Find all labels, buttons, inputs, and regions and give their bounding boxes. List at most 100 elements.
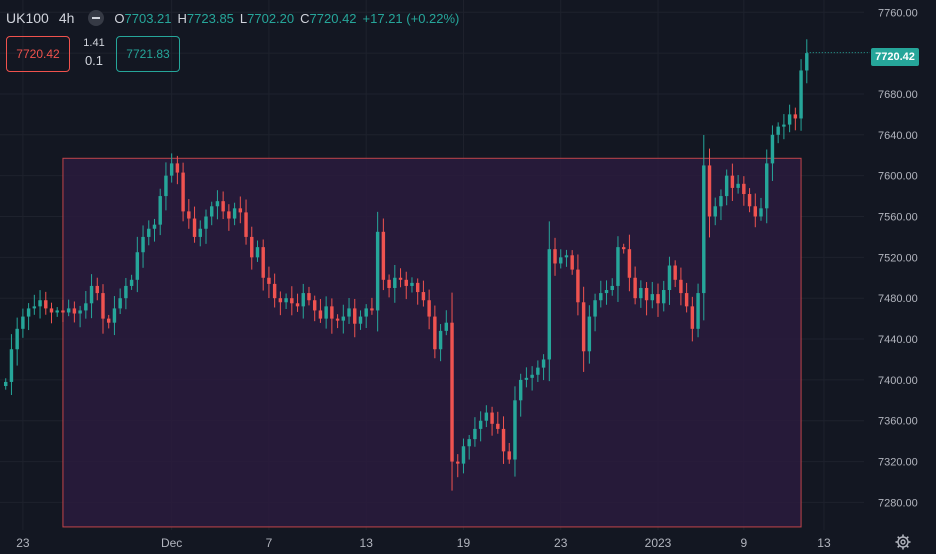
candle-body (410, 282, 414, 286)
candle-body (724, 175, 729, 197)
candle-body (267, 277, 271, 284)
candle-body (261, 247, 265, 278)
x-tick-label: 2023 (645, 536, 672, 550)
candle-body (187, 211, 191, 219)
candle-body (679, 279, 683, 294)
candle-body (518, 379, 523, 401)
candle-body (587, 316, 592, 352)
candle-body (32, 306, 37, 309)
x-tick-label: Dec (161, 536, 182, 550)
candle-body (673, 265, 677, 280)
candle-body (26, 308, 31, 317)
open-value: 7703.21 (124, 10, 172, 26)
candle-body (278, 298, 283, 303)
candle-body (255, 247, 260, 258)
candle-body (118, 298, 122, 309)
candle-body (49, 308, 54, 313)
candle-body (461, 446, 466, 464)
candle-body (496, 423, 500, 429)
candle-body (450, 322, 454, 462)
candle-body (456, 461, 460, 464)
minus-circle-icon[interactable] (88, 10, 105, 26)
candle-body (639, 287, 643, 299)
candle-body (536, 367, 540, 375)
x-tick-label: 9 (740, 536, 747, 550)
candle-body (169, 163, 174, 176)
candle-body (21, 316, 25, 329)
open-key: O (114, 10, 125, 26)
candle-body (44, 300, 48, 309)
candle-body (765, 163, 769, 209)
candle-body (782, 124, 786, 127)
spread-value: 1.41 (83, 37, 105, 49)
candle-body (215, 201, 220, 207)
candle-body (559, 257, 563, 264)
y-tick-label: 7480.00 (878, 293, 918, 305)
candle-body (707, 165, 712, 217)
y-tick-label: 7640.00 (878, 130, 918, 142)
candle-body (364, 308, 368, 317)
candle-body (656, 294, 660, 304)
candle-body (244, 212, 248, 237)
sell-button[interactable]: 7720.42 (6, 36, 70, 72)
candle-body (15, 328, 19, 350)
candle-body (564, 255, 569, 258)
candle-body (570, 255, 574, 270)
candle-body (473, 428, 477, 440)
candle-body (147, 228, 151, 237)
gear-icon[interactable] (895, 534, 911, 550)
candle-body (793, 114, 798, 119)
candle-body (627, 249, 632, 278)
close-key: C (300, 10, 310, 26)
candle-body (776, 126, 780, 135)
candle-body (581, 302, 586, 352)
candle-body (4, 381, 8, 387)
buy-button[interactable]: 7721.83 (116, 36, 180, 72)
candle-body (141, 236, 145, 253)
candle-body (730, 175, 735, 188)
interval-label[interactable]: 4h (58, 10, 75, 26)
candle-body (307, 293, 311, 301)
y-tick-label: 7320.00 (878, 457, 918, 469)
candle-body (61, 310, 65, 313)
candle-series (4, 39, 809, 491)
candle-body (335, 318, 340, 321)
symbol-name[interactable]: UK100 (6, 10, 49, 26)
candle-body (524, 377, 529, 380)
candle-body (490, 412, 494, 424)
candle-body (415, 282, 420, 293)
lot-size-input[interactable]: 0.1 (84, 53, 104, 68)
candle-body (375, 231, 380, 311)
candle-body (353, 308, 357, 324)
candle-body (129, 279, 134, 286)
y-tick-label: 7680.00 (878, 89, 918, 101)
candle-body (284, 298, 288, 303)
candle-body (272, 283, 277, 299)
candle-body (101, 293, 105, 319)
drawn-rectangle (62, 157, 802, 528)
candle-body (78, 310, 82, 314)
y-tick-label: 7600.00 (878, 171, 918, 183)
candle-body (799, 70, 803, 119)
candle-body (650, 294, 655, 301)
candle-body (696, 293, 700, 329)
candle-body (547, 249, 552, 360)
y-tick-label: 7360.00 (878, 416, 918, 428)
candle-body (599, 293, 603, 301)
candle-body (318, 310, 323, 319)
y-tick-label: 7280.00 (878, 497, 918, 509)
y-tick-label: 7520.00 (878, 252, 918, 264)
x-tick-label: 23 (16, 536, 30, 550)
candle-body (770, 134, 775, 164)
x-tick-label: 19 (457, 536, 471, 550)
candle-body (484, 412, 489, 421)
candle-body (576, 269, 580, 303)
rectangle-shape (62, 157, 802, 528)
candle-body (736, 183, 740, 188)
candle-body (759, 208, 763, 217)
candle-body (444, 322, 449, 331)
candle-body (95, 285, 99, 294)
y-tick-label: 7760.00 (878, 7, 918, 19)
candle-body (192, 218, 197, 237)
